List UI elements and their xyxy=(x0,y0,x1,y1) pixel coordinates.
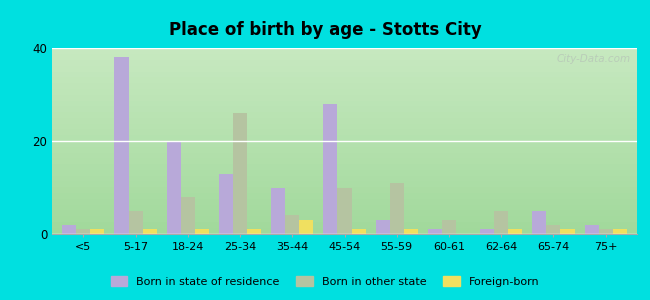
Bar xyxy=(442,220,456,234)
Bar xyxy=(323,104,337,234)
Bar xyxy=(560,229,575,234)
Bar xyxy=(547,225,560,234)
Bar xyxy=(76,229,90,234)
Bar xyxy=(195,229,209,234)
Bar xyxy=(337,188,352,234)
Text: Place of birth by age - Stotts City: Place of birth by age - Stotts City xyxy=(168,21,482,39)
Bar xyxy=(142,229,157,234)
Bar xyxy=(114,57,129,234)
Bar xyxy=(404,229,418,234)
Bar xyxy=(480,229,494,234)
Bar xyxy=(90,229,105,234)
Bar xyxy=(613,229,627,234)
Bar xyxy=(376,220,390,234)
Bar xyxy=(181,197,195,234)
Bar xyxy=(285,215,299,234)
Legend: Born in state of residence, Born in other state, Foreign-born: Born in state of residence, Born in othe… xyxy=(106,272,544,291)
Bar xyxy=(508,229,523,234)
Bar xyxy=(129,211,142,234)
Bar xyxy=(352,229,366,234)
Bar xyxy=(390,183,404,234)
Bar xyxy=(428,229,442,234)
Bar xyxy=(532,211,547,234)
Text: City-Data.com: City-Data.com xyxy=(557,54,631,64)
Bar xyxy=(247,229,261,234)
Bar xyxy=(62,225,76,234)
Bar xyxy=(584,225,599,234)
Bar xyxy=(271,188,285,234)
Bar xyxy=(219,173,233,234)
Bar xyxy=(233,113,247,234)
Bar xyxy=(494,211,508,234)
Bar xyxy=(166,141,181,234)
Bar xyxy=(299,220,313,234)
Bar xyxy=(599,229,613,234)
